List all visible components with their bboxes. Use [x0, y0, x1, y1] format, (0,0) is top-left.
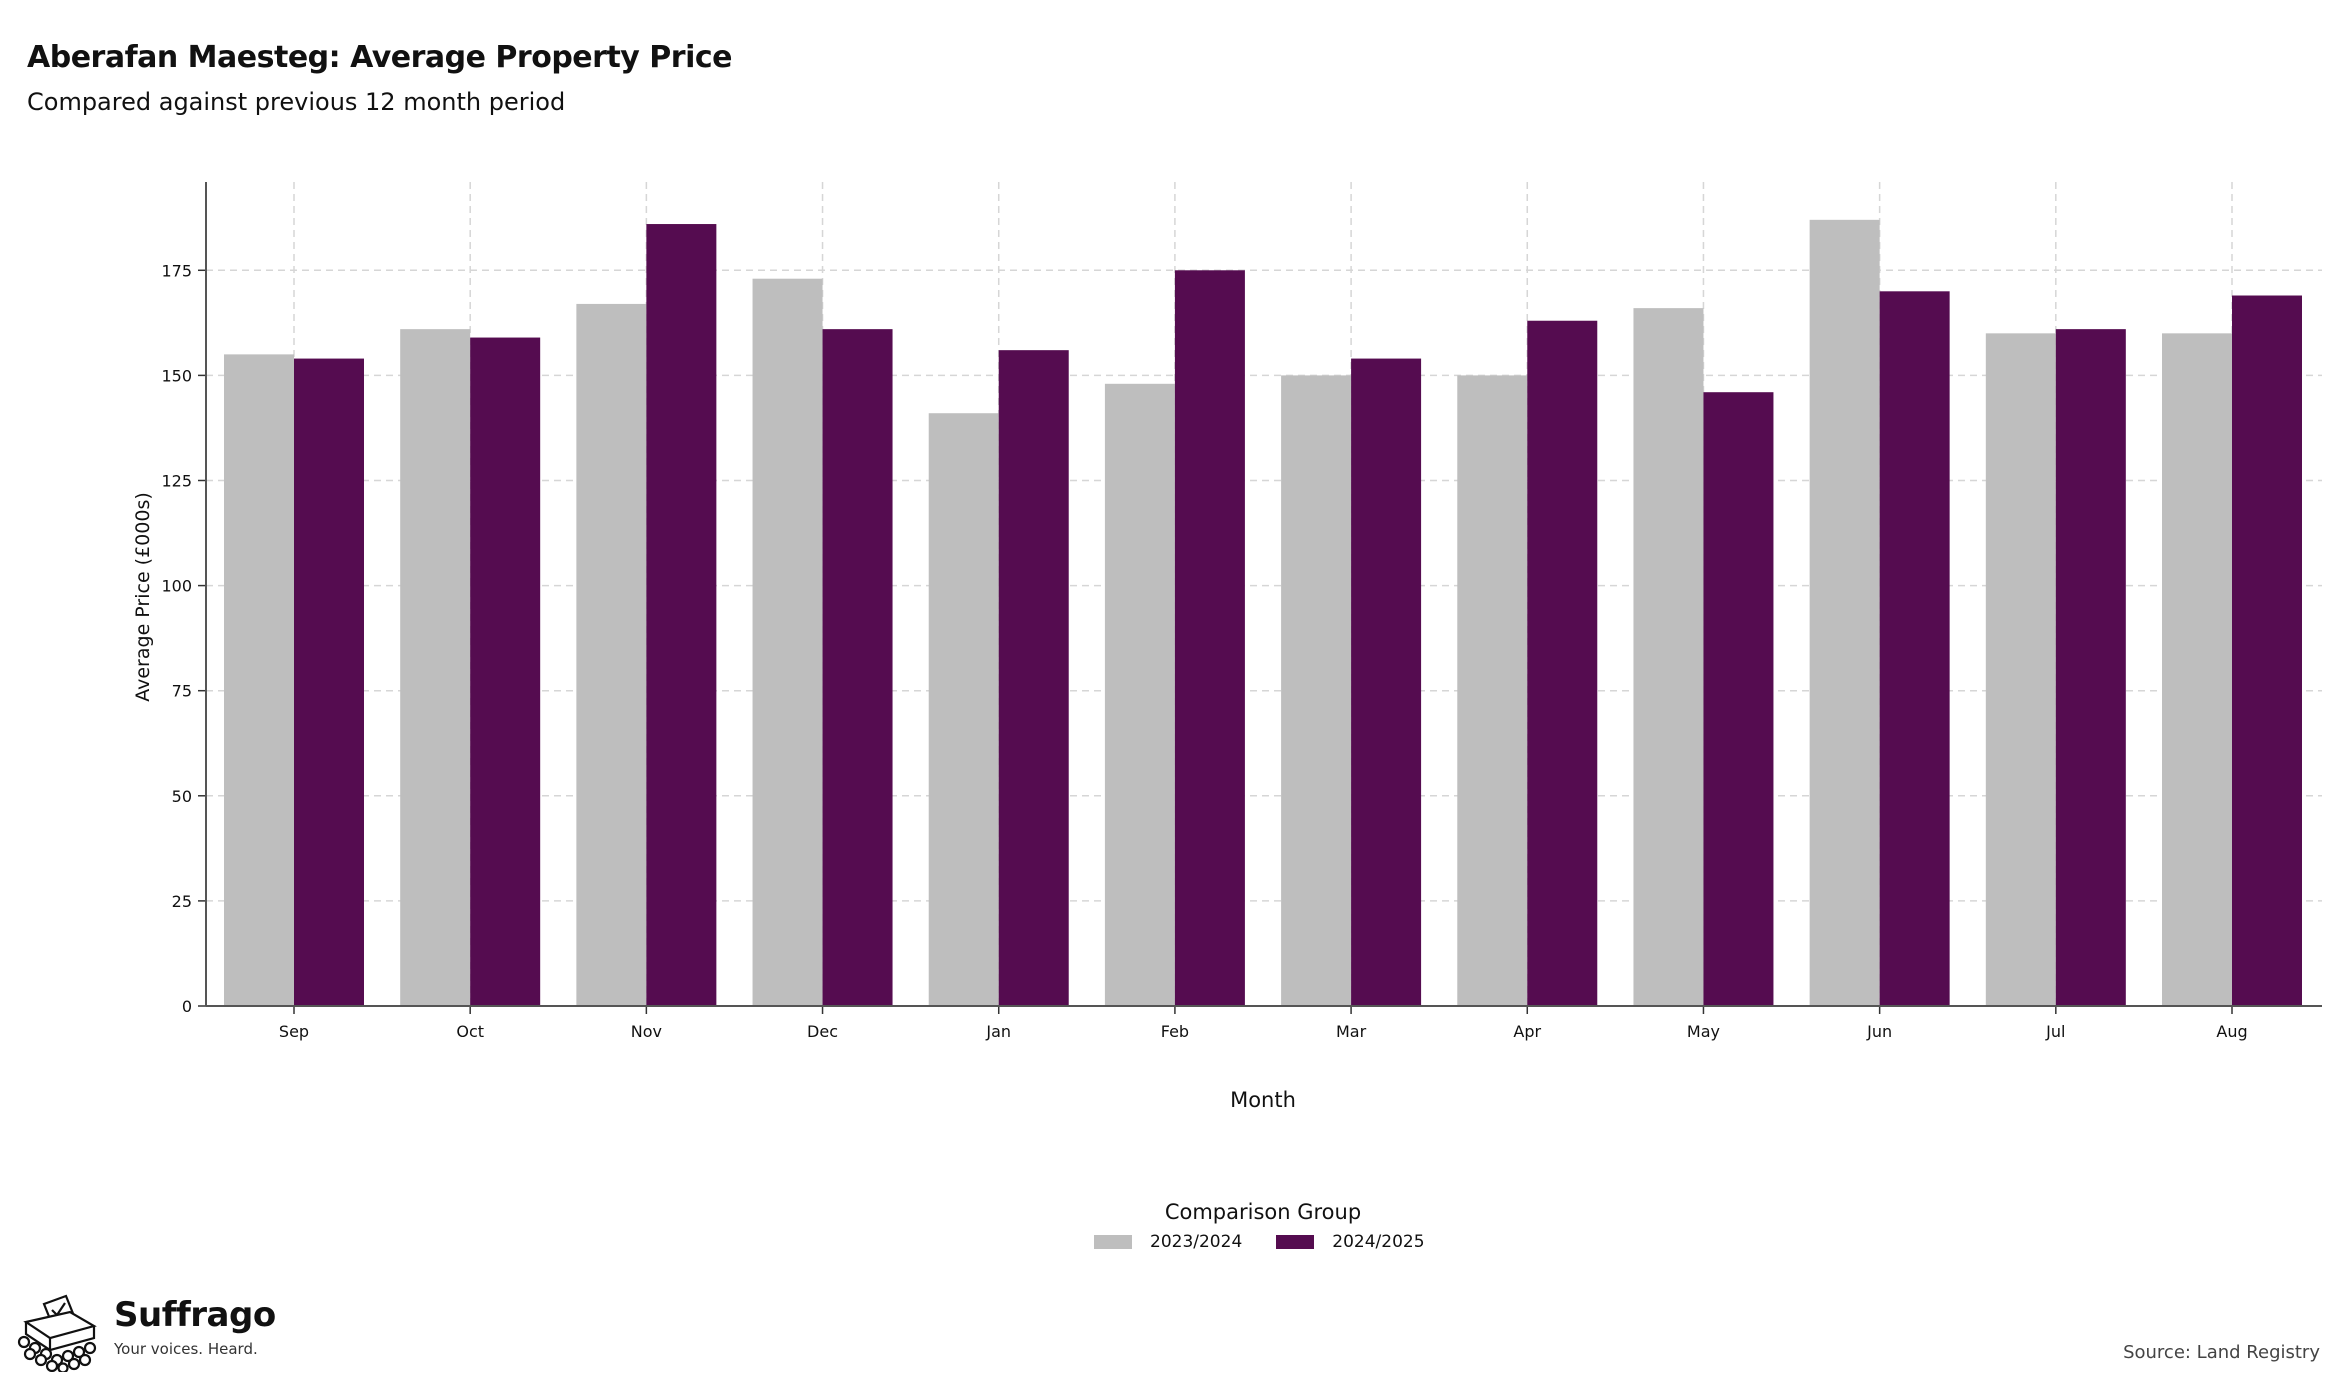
y-tick-label: 0: [182, 997, 192, 1016]
chart-subtitle: Compared against previous 12 month perio…: [27, 88, 566, 116]
bar-2024-2025-sep: [294, 358, 364, 1007]
x-tick-label: Dec: [807, 1022, 838, 1041]
bar-2024-2025-nov: [646, 224, 717, 1006]
bar-2023-2024-jul: [1985, 333, 2056, 1006]
y-tick-label: 75: [172, 682, 192, 701]
bar-2024-2025-jan: [998, 350, 1069, 1006]
y-tick-label: 100: [161, 577, 192, 596]
bar-2024-2025-may: [1703, 392, 1774, 1006]
x-tick-label: Mar: [1336, 1022, 1367, 1041]
bar-2023-2024-mar: [1281, 375, 1352, 1006]
bar-chart: 0 25 50 75 100 125 150 175 Sep Oct Nov Dec Jan Feb Mar…: [132, 182, 2322, 1112]
bar-2024-2025-jun: [1879, 291, 1950, 1006]
x-tick-label: Apr: [1513, 1022, 1541, 1041]
bar-2023-2024-apr: [1457, 375, 1528, 1006]
legend-title: Comparison Group: [1164, 1200, 1362, 1224]
brand-logo: Suffrago Your voices. Heard.: [14, 1292, 276, 1372]
y-tick-label: 25: [172, 892, 192, 911]
source-note: Source: Land Registry: [2123, 1342, 2320, 1363]
bar-2024-2025-dec: [822, 329, 893, 1007]
bar-2023-2024-feb: [1104, 383, 1175, 1007]
legend-label: 2024/2025: [1332, 1232, 1425, 1252]
bar-2023-2024-oct: [400, 329, 471, 1007]
y-tick-label: 175: [161, 261, 192, 280]
legend-label: 2023/2024: [1150, 1232, 1243, 1252]
x-tick-label: Nov: [631, 1022, 662, 1041]
bar-2023-2024-nov: [576, 303, 647, 1007]
brand-tagline: Your voices. Heard.: [114, 1340, 258, 1358]
bar-2024-2025-oct: [470, 337, 541, 1006]
bar-2023-2024-jan: [928, 413, 999, 1006]
y-tick-label: 125: [161, 471, 192, 490]
bar-2024-2025-feb: [1174, 270, 1245, 1006]
bar-2023-2024-may: [1633, 308, 1704, 1006]
tick-labels: 0 25 50 75 100 125 150 175 Sep Oct Nov Dec Jan Feb Mar…: [161, 261, 2247, 1041]
x-tick-label: Sep: [279, 1022, 309, 1041]
y-axis-label: Average Price (£000s): [132, 492, 154, 702]
legend-item-2023-2024: 2023/2024: [1094, 1232, 1242, 1252]
x-tick-label: Jul: [2045, 1022, 2065, 1041]
legend: 2023/2024 2024/2025: [1094, 1232, 1425, 1252]
y-tick-label: 50: [172, 787, 192, 806]
bar-2023-2024-dec: [752, 278, 823, 1007]
ballot-box-icon: [17, 1294, 97, 1372]
legend-item-2024-2025: 2024/2025: [1276, 1232, 1425, 1252]
x-tick-label: Feb: [1161, 1022, 1189, 1041]
x-tick-label: Aug: [2216, 1022, 2247, 1041]
bar-2023-2024-sep: [224, 354, 294, 1007]
legend-swatch: [1276, 1235, 1315, 1249]
bar-2024-2025-apr: [1527, 320, 1598, 1006]
x-tick-label: Jan: [985, 1022, 1011, 1041]
bar-2024-2025-aug: [2232, 295, 2302, 1006]
bar-2023-2024-aug: [2162, 333, 2232, 1006]
bars: [224, 219, 2302, 1007]
bar-2023-2024-jun: [1809, 219, 1880, 1006]
bar-2024-2025-mar: [1351, 358, 1422, 1007]
x-axis-label: Month: [1230, 1088, 1296, 1112]
legend-swatch: [1094, 1235, 1132, 1249]
brand-name: Suffrago: [114, 1295, 276, 1335]
axes: [198, 182, 2322, 1014]
x-tick-label: Jun: [1866, 1022, 1892, 1041]
bar-2024-2025-jul: [2055, 329, 2126, 1007]
y-tick-label: 150: [161, 366, 192, 385]
x-tick-label: Oct: [456, 1022, 484, 1041]
chart-title: Aberafan Maesteg: Average Property Price: [27, 40, 732, 75]
x-tick-label: May: [1687, 1022, 1720, 1041]
